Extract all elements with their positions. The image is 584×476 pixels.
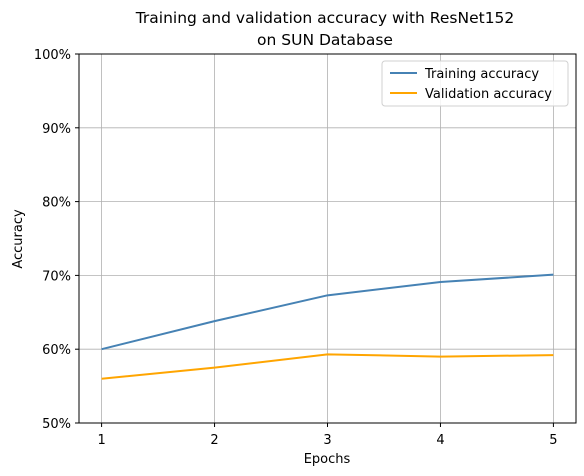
series-line-validation-accuracy [101, 353, 554, 380]
y-tick-label: 100% [34, 48, 71, 63]
y-tick-label: 60% [42, 343, 71, 358]
x-tick-label: 2 [210, 433, 218, 448]
grid-lines [79, 53, 576, 424]
x-tick-label: 4 [436, 433, 444, 448]
y-tick-label: 70% [42, 269, 71, 284]
chart-title-line-1: Training and validation accuracy with Re… [135, 9, 515, 27]
axis-ticks [75, 53, 554, 427]
chart-title: Training and validation accuracy with Re… [135, 9, 515, 49]
y-tick-labels: 50% 60% 70% 80% 90% 100% [34, 48, 71, 432]
y-tick-label: 50% [42, 417, 71, 432]
legend-label-training-accuracy: Training accuracy [424, 67, 539, 82]
x-tick-labels: 1 2 3 4 5 [97, 433, 557, 448]
legend: Training accuracy Validation accuracy [381, 60, 569, 107]
y-axis-label: Accuracy [11, 209, 26, 269]
x-axis-label: Epochs [304, 452, 351, 467]
series-lines [101, 273, 554, 380]
series-line-training-accuracy [101, 273, 554, 351]
x-tick-label: 1 [97, 433, 105, 448]
x-tick-label: 3 [323, 433, 331, 448]
y-tick-label: 80% [42, 196, 71, 211]
chart-title-line-2: on SUN Database [257, 31, 393, 49]
x-tick-label: 5 [549, 433, 557, 448]
y-tick-label: 90% [42, 122, 71, 137]
legend-box [381, 60, 569, 107]
legend-label-validation-accuracy: Validation accuracy [425, 87, 552, 102]
